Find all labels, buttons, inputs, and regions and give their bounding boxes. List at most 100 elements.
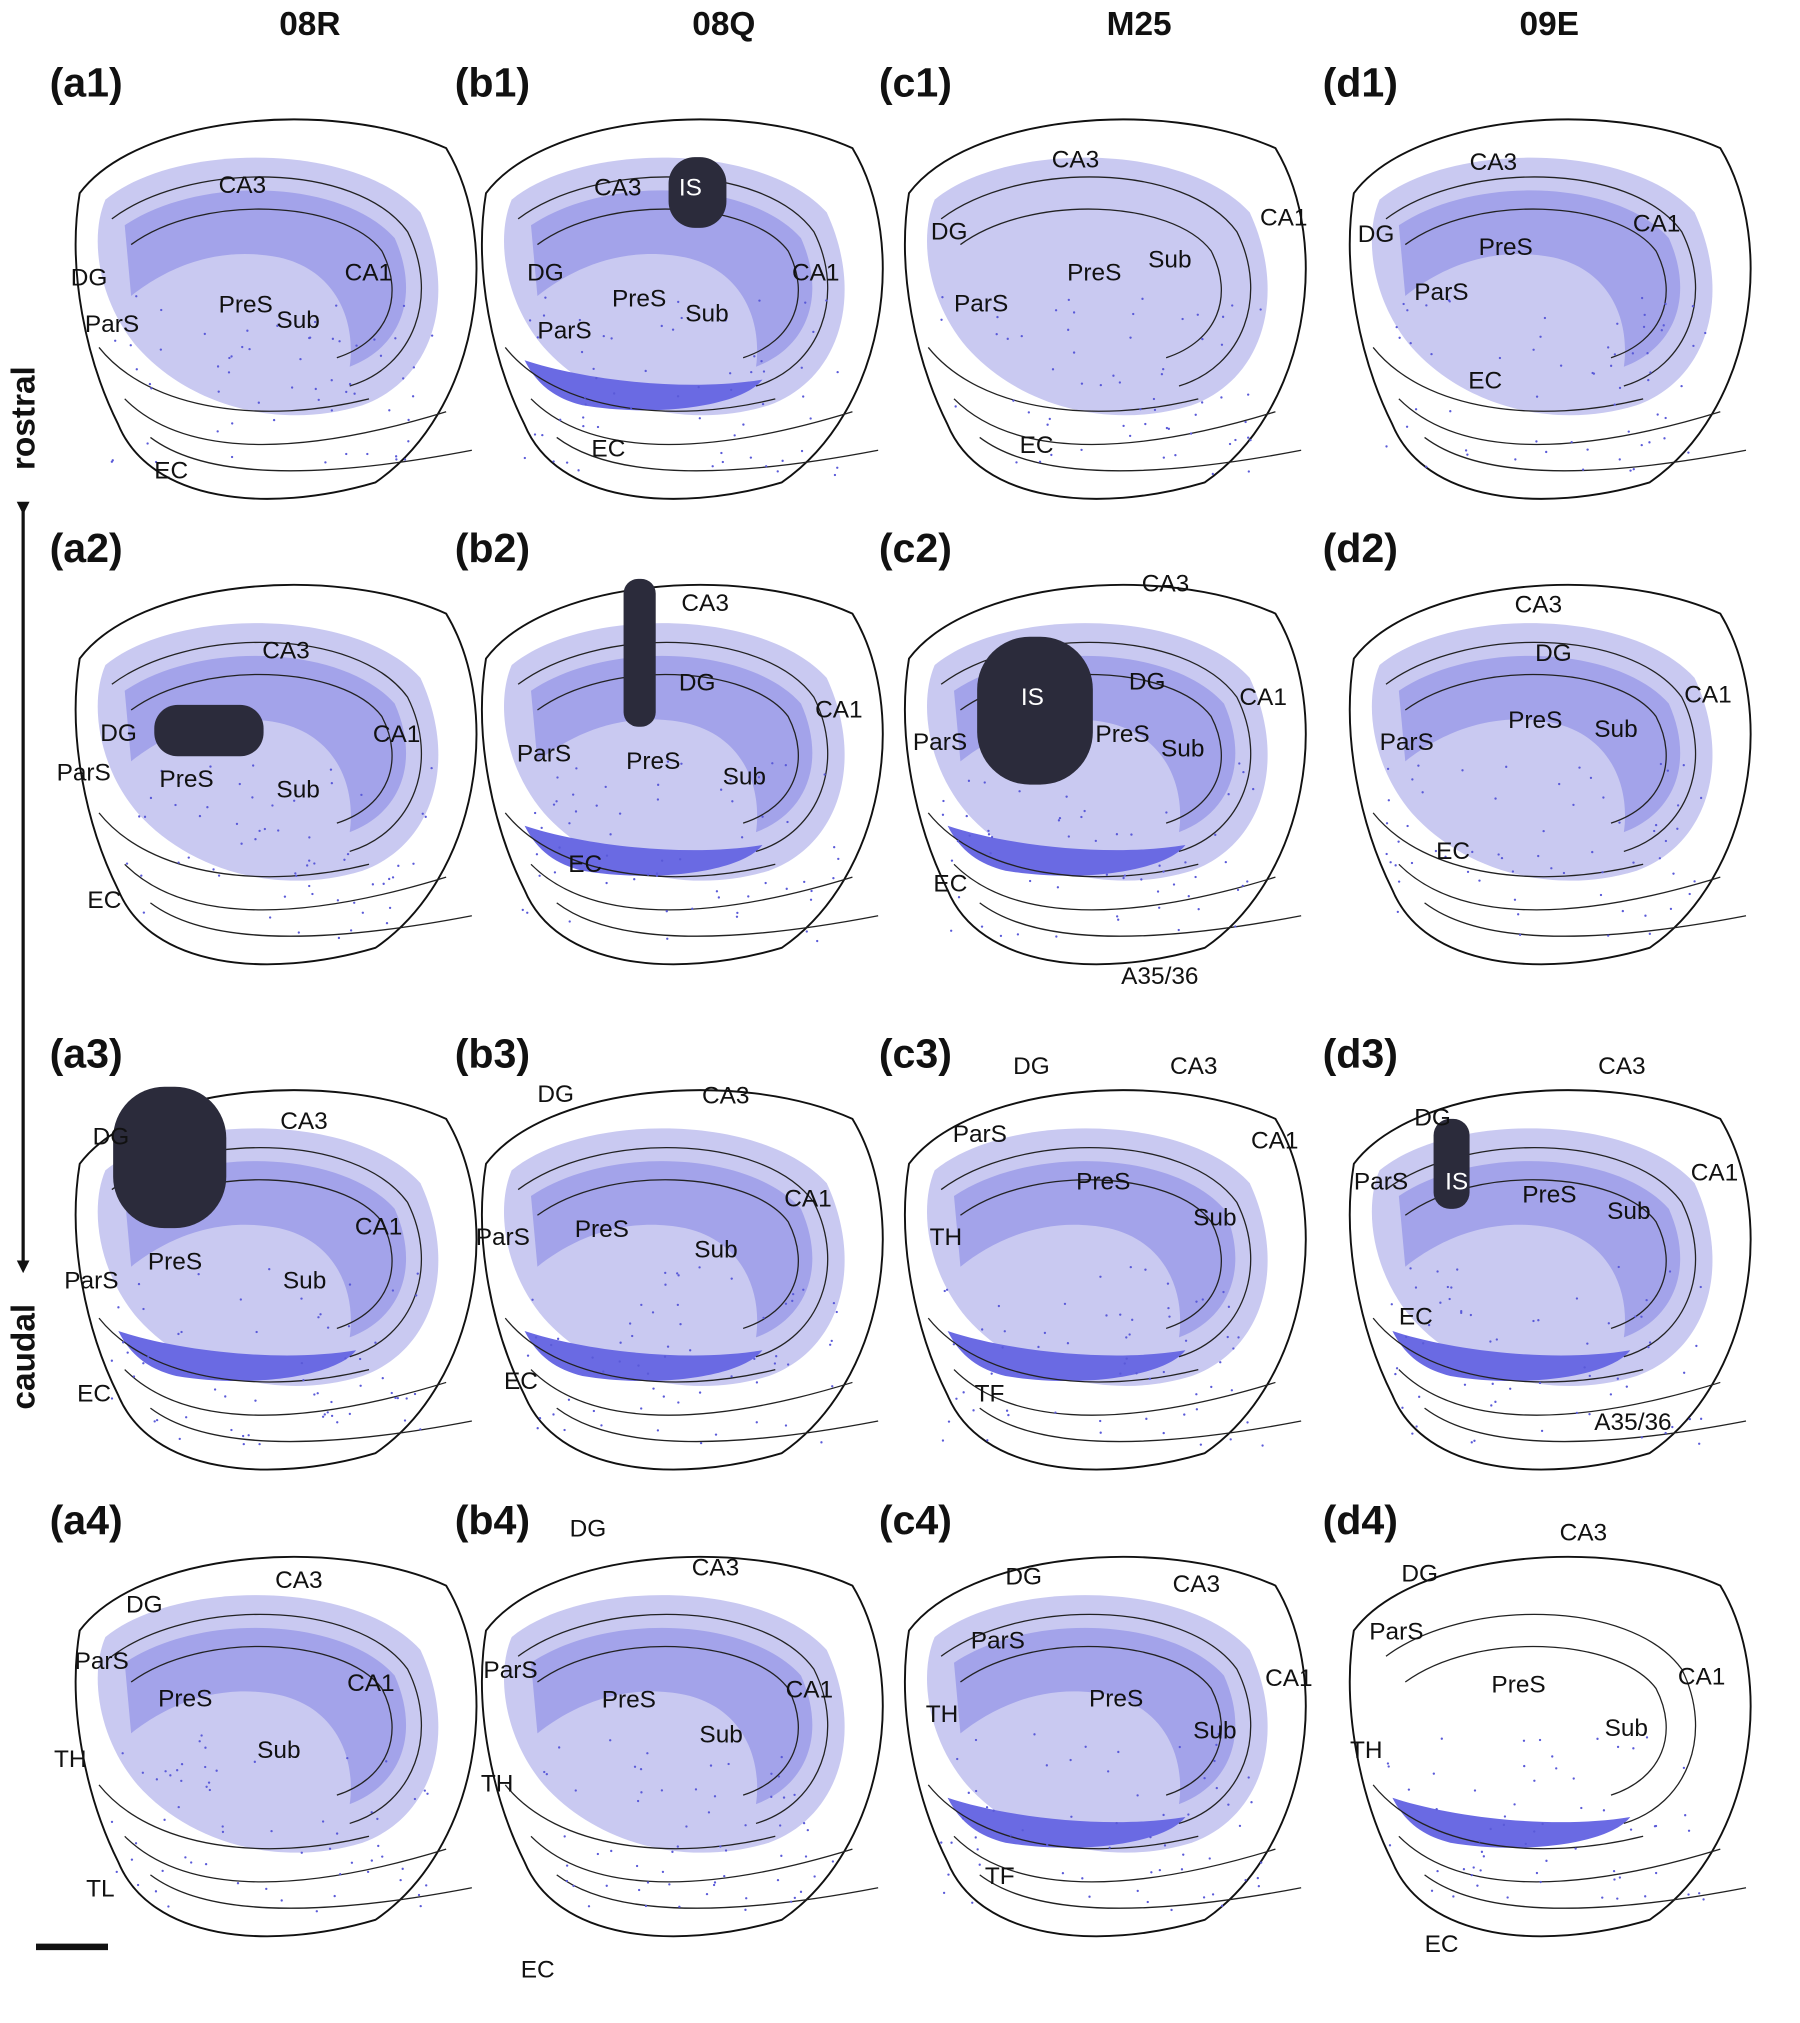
label-dot [785, 887, 788, 890]
layer-line [150, 902, 472, 937]
label-dot [339, 1873, 342, 1876]
region-label: CA3 [1560, 1520, 1607, 1547]
label-dot [660, 324, 663, 328]
label-dot [1640, 296, 1644, 300]
label-dot [747, 895, 750, 898]
label-dot [1648, 441, 1651, 444]
label-dot [1397, 880, 1401, 883]
panel: (d2) CA3 DG CA1 PreS Sub ParS EC [1323, 525, 1752, 966]
label-dot [1601, 1896, 1604, 1899]
label-dot [1682, 1766, 1686, 1770]
label-dot [1125, 1336, 1128, 1339]
label-dot [1158, 906, 1161, 909]
label-dot [947, 1420, 951, 1423]
layer-line [517, 1613, 829, 1825]
label-dot [330, 409, 333, 412]
label-dot [425, 1884, 428, 1887]
label-dot [247, 1434, 250, 1437]
label-dot [376, 1817, 379, 1821]
region-label: Sub [1605, 1715, 1648, 1742]
section-drawing [1348, 1555, 1752, 1938]
label-dot [568, 822, 571, 825]
label-dot [1627, 430, 1630, 433]
label-dot [685, 1825, 688, 1828]
region-label: DG [931, 218, 968, 245]
region-label: PreS [602, 1687, 656, 1714]
label-dot [1482, 1855, 1485, 1858]
label-dot [995, 333, 998, 336]
label-dot [379, 354, 383, 357]
label-dot [1012, 399, 1015, 402]
label-dot [676, 1303, 679, 1307]
label-dot [198, 1740, 201, 1743]
label-dot [1229, 1438, 1232, 1441]
label-dot [1644, 914, 1647, 917]
region-label: CA3 [1170, 1053, 1217, 1080]
label-dot [1618, 1876, 1622, 1879]
label-dot [711, 465, 714, 468]
injection-site [113, 1086, 227, 1229]
label-dot [1537, 854, 1540, 858]
label-dot [1220, 343, 1224, 346]
label-dot [1522, 1739, 1526, 1742]
label-dot [228, 356, 231, 360]
label-dot [812, 330, 815, 334]
label-dot [1642, 325, 1646, 329]
label-dot [338, 340, 341, 343]
label-dot [1385, 822, 1389, 825]
label-dot [952, 1343, 956, 1346]
label-dot [1640, 1436, 1644, 1439]
label-dot [836, 466, 839, 469]
layer-line [960, 208, 1222, 359]
label-dot [565, 1879, 569, 1883]
panel-label: (b4) [455, 1497, 530, 1543]
region-label: EC [591, 436, 625, 463]
label-dot [308, 336, 312, 339]
label-dot [1688, 892, 1691, 896]
region-label: ParS [1380, 729, 1434, 756]
label-dot [394, 455, 398, 458]
label-dot [676, 1272, 679, 1275]
label-dot [1061, 1872, 1065, 1875]
label-dot [680, 762, 683, 765]
region-label: EC [568, 851, 602, 878]
label-dot [412, 366, 416, 369]
label-dot [802, 1822, 806, 1825]
label-dot [294, 872, 297, 875]
label-dot [141, 1771, 144, 1774]
region-label: CA1 [1633, 211, 1680, 238]
label-dot [640, 1791, 643, 1794]
label-dot [1099, 1419, 1102, 1423]
label-dot [335, 304, 338, 307]
label-dot [719, 1845, 722, 1848]
axis-label: rostral [6, 366, 43, 470]
region-label: CA1 [815, 697, 862, 724]
label-dot [1196, 313, 1199, 316]
region-label: CA3 [1142, 571, 1189, 598]
region-label: PreS [575, 1216, 629, 1243]
label-dot [1201, 337, 1204, 341]
label-dot [1396, 910, 1399, 914]
label-dot [715, 890, 719, 893]
label-dot [1219, 1361, 1222, 1364]
panel: (b2) CA3 DG CA1 ParS PreS Sub EC [455, 525, 884, 966]
label-medium [531, 1627, 813, 1805]
region-label: CA1 [1239, 684, 1286, 711]
label-dot [1618, 386, 1622, 390]
region-label: DG [1401, 1561, 1438, 1588]
section-drawing [904, 1089, 1307, 1471]
label-dot [558, 1746, 561, 1749]
label-dot [533, 811, 537, 815]
label-dot [1108, 1846, 1111, 1849]
label-dot [1402, 302, 1405, 306]
label-dot [1242, 770, 1245, 774]
label-dot [961, 1817, 965, 1820]
label-dot [610, 337, 613, 340]
label-dot [572, 793, 575, 796]
label-dot [651, 1311, 655, 1314]
layer-line [979, 902, 1302, 937]
label-dot [330, 379, 333, 382]
label-dot [940, 318, 943, 321]
label-dot [947, 1873, 950, 1876]
label-dot [395, 458, 398, 461]
